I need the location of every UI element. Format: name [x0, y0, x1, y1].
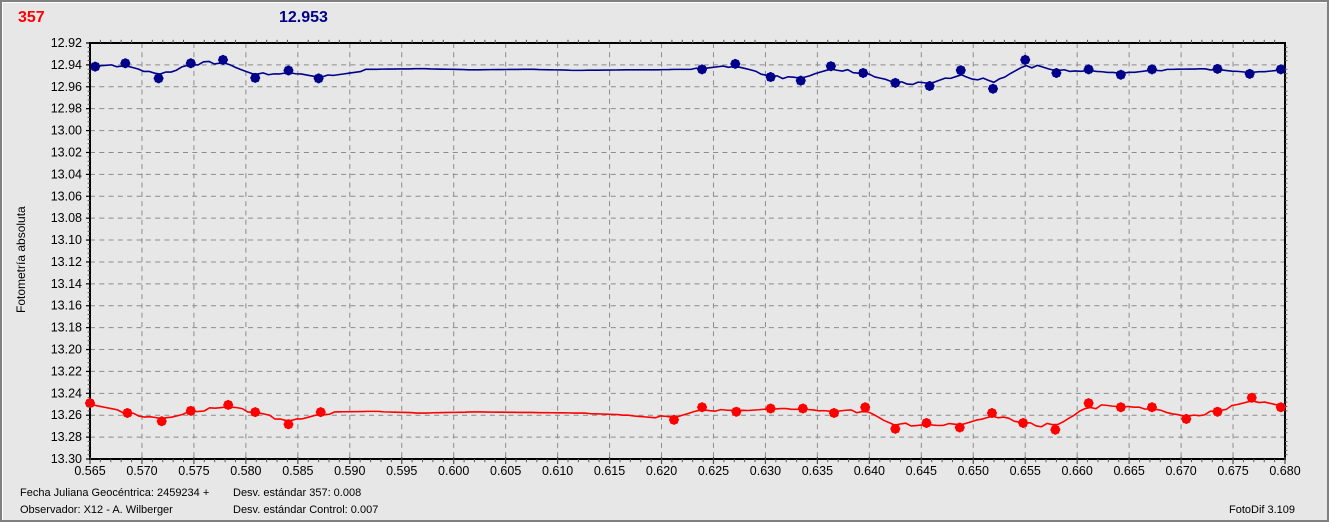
svg-text:0.590: 0.590: [334, 464, 365, 478]
svg-text:13.12: 13.12: [51, 255, 82, 269]
svg-text:13.04: 13.04: [51, 167, 82, 181]
svg-text:0.565: 0.565: [74, 464, 105, 478]
svg-text:0.580: 0.580: [230, 464, 261, 478]
svg-text:13.16: 13.16: [51, 299, 82, 313]
svg-text:12.94: 12.94: [51, 58, 82, 72]
svg-text:13.06: 13.06: [51, 189, 82, 203]
svg-text:13.08: 13.08: [51, 211, 82, 225]
svg-text:0.665: 0.665: [1113, 464, 1144, 478]
svg-text:13.26: 13.26: [51, 408, 82, 422]
svg-text:13.30: 13.30: [51, 452, 82, 466]
svg-text:0.670: 0.670: [1165, 464, 1196, 478]
svg-text:13.00: 13.00: [51, 124, 82, 138]
svg-text:0.585: 0.585: [282, 464, 313, 478]
svg-text:0.575: 0.575: [178, 464, 209, 478]
svg-text:0.610: 0.610: [542, 464, 573, 478]
svg-text:13.22: 13.22: [51, 364, 82, 378]
svg-text:0.625: 0.625: [698, 464, 729, 478]
svg-text:0.650: 0.650: [958, 464, 989, 478]
svg-text:0.630: 0.630: [750, 464, 781, 478]
svg-text:13.18: 13.18: [51, 321, 82, 335]
svg-text:13.20: 13.20: [51, 343, 82, 357]
svg-text:13.24: 13.24: [51, 386, 82, 400]
svg-text:0.675: 0.675: [1217, 464, 1248, 478]
svg-text:0.570: 0.570: [126, 464, 157, 478]
svg-text:0.620: 0.620: [646, 464, 677, 478]
svg-text:12.92: 12.92: [51, 36, 82, 50]
svg-text:13.10: 13.10: [51, 233, 82, 247]
svg-text:13.02: 13.02: [51, 145, 82, 159]
svg-text:13.28: 13.28: [51, 430, 82, 444]
svg-text:12.96: 12.96: [51, 80, 82, 94]
svg-text:0.615: 0.615: [594, 464, 625, 478]
svg-text:0.635: 0.635: [802, 464, 833, 478]
svg-text:12.98: 12.98: [51, 102, 82, 116]
svg-text:0.640: 0.640: [854, 464, 885, 478]
svg-text:0.645: 0.645: [906, 464, 937, 478]
svg-text:0.655: 0.655: [1010, 464, 1041, 478]
svg-text:13.14: 13.14: [51, 277, 82, 291]
svg-text:0.600: 0.600: [438, 464, 469, 478]
svg-text:0.660: 0.660: [1062, 464, 1093, 478]
svg-text:0.680: 0.680: [1269, 464, 1300, 478]
svg-text:0.605: 0.605: [490, 464, 521, 478]
svg-text:0.595: 0.595: [386, 464, 417, 478]
